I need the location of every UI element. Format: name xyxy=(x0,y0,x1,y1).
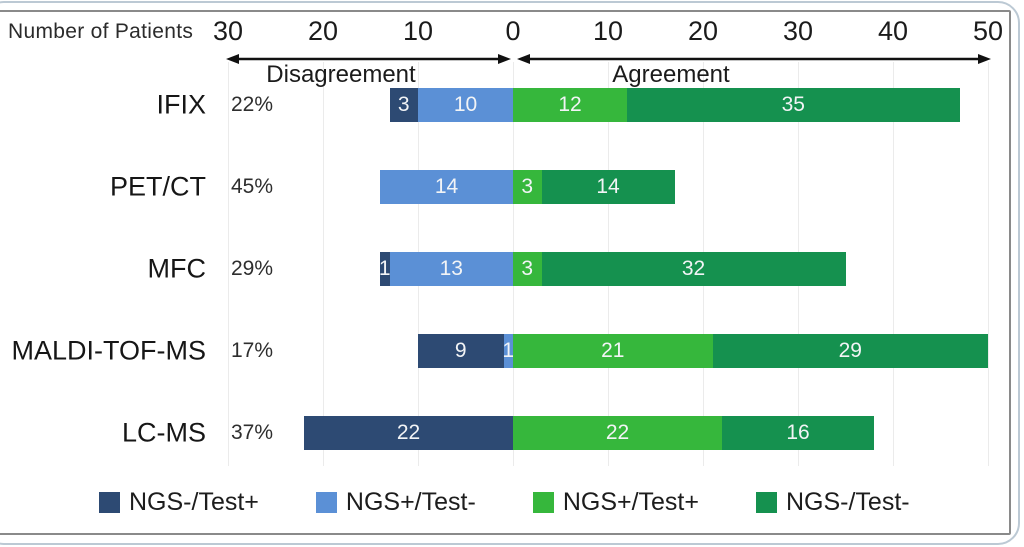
category-label: MALDI-TOF-MS xyxy=(11,335,207,366)
legend-label: NGS-/Test+ xyxy=(129,488,259,516)
axis-tick: 10 xyxy=(402,16,434,46)
axis-tick: 10 xyxy=(592,16,624,46)
axis-tick: 30 xyxy=(782,16,814,46)
bar-segment: 1 xyxy=(502,334,514,368)
percent-label: 29% xyxy=(231,257,274,280)
axis-title: Number of Patients xyxy=(8,20,194,43)
section-label-agreement: Agreement xyxy=(612,61,730,88)
bar-segment: 22 xyxy=(513,416,722,450)
bar-segment: 3 xyxy=(389,88,418,122)
axis-tick: 20 xyxy=(687,16,719,46)
bar-segment: 9 xyxy=(418,334,504,368)
legend-swatch-icon xyxy=(99,492,120,513)
bar-segment: 3 xyxy=(513,252,542,286)
axis-tick: 20 xyxy=(307,16,339,46)
category-label: LC-MS xyxy=(121,417,206,448)
bar-segment: 29 xyxy=(712,334,988,368)
gridline xyxy=(323,62,324,466)
axis-tick: 30 xyxy=(212,16,244,46)
bar-segment: 22 xyxy=(304,416,513,450)
legend-item: NGS-/Test- xyxy=(755,488,910,517)
legend: NGS-/Test+ NGS+/Test- NGS+/Test+ NGS-/Test- xyxy=(99,488,910,517)
agreement-arrow xyxy=(517,54,991,64)
gridline xyxy=(228,62,229,466)
percent-label: 17% xyxy=(231,339,274,362)
gridline xyxy=(988,62,989,466)
legend-item: NGS-/Test+ xyxy=(99,488,259,517)
category-label: MFC xyxy=(147,253,206,284)
bar-segment: 32 xyxy=(541,252,846,286)
legend-swatch-icon xyxy=(315,492,337,513)
disagreement-arrow xyxy=(226,54,511,64)
legend-label: NGS-/Test- xyxy=(785,488,910,516)
bar-segment: 35 xyxy=(627,88,960,122)
axis-tick: 50 xyxy=(972,16,1004,46)
section-label-disagreement: Disagreement xyxy=(266,61,416,88)
percent-label: 22% xyxy=(231,93,274,116)
legend-label: NGS+/Test+ xyxy=(562,488,699,516)
bar-segment: 14 xyxy=(380,170,513,204)
category-label: PET/CT xyxy=(109,171,206,202)
bar-segment: 13 xyxy=(389,252,513,286)
category-label: IFIX xyxy=(156,89,206,120)
bar-segment: 10 xyxy=(418,88,513,122)
percent-label: 37% xyxy=(231,421,274,444)
legend-item: NGS+/Test+ xyxy=(532,488,699,517)
legend-swatch-icon xyxy=(532,492,554,513)
bar-segment: 21 xyxy=(513,334,713,368)
bar-segment: 1 xyxy=(379,252,391,286)
axis-tick: 0 xyxy=(505,16,521,46)
bar-segment: 14 xyxy=(541,170,675,204)
gridline xyxy=(893,62,894,466)
bar-segment: 12 xyxy=(513,88,627,122)
legend-item: NGS+/Test- xyxy=(315,488,476,517)
bar-segment: 16 xyxy=(722,416,874,450)
bar-segment: 3 xyxy=(513,170,542,204)
percent-label: 45% xyxy=(231,175,274,198)
legend-label: NGS+/Test- xyxy=(345,488,476,516)
legend-swatch-icon xyxy=(755,492,777,513)
axis-tick: 40 xyxy=(877,16,909,46)
